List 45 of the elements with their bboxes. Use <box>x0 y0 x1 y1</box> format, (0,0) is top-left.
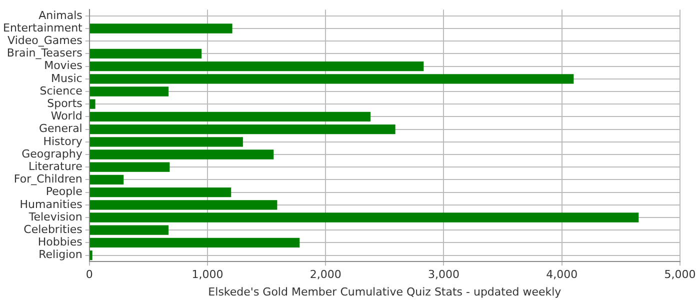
x-tick-label: 3,000 <box>428 268 460 282</box>
bar <box>90 112 371 122</box>
bar <box>90 99 96 109</box>
bar <box>90 48 202 59</box>
y-tick-label: World <box>50 110 82 123</box>
y-tick-label: Humanities <box>20 198 83 211</box>
bar <box>90 238 300 248</box>
x-axis-title: Elskede's Gold Member Cumulative Quiz Stats - updated weekly <box>208 285 562 298</box>
bar <box>90 74 574 84</box>
bar <box>90 124 396 134</box>
bar <box>90 150 274 160</box>
bar <box>90 250 92 260</box>
bar <box>90 86 169 96</box>
y-tick-label: Celebrities <box>24 222 83 236</box>
x-tick-label: 5,000 <box>664 268 696 282</box>
bar <box>90 200 278 210</box>
y-tick-label: Sports <box>47 96 83 110</box>
y-tick-label: Animals <box>38 8 83 22</box>
y-tick-label: People <box>46 185 83 198</box>
y-tick-label: Hobbies <box>38 236 83 249</box>
y-tick-label: Literature <box>28 160 83 173</box>
bar <box>90 61 424 72</box>
y-tick-label: Television <box>28 210 82 224</box>
bar <box>90 174 124 185</box>
y-tick-label: Brain_Teasers <box>6 46 83 60</box>
y-tick-label: Movies <box>44 59 83 72</box>
y-tick-label: Music <box>51 72 82 85</box>
y-tick-label: Religion <box>38 248 82 262</box>
x-tick-label: 2,000 <box>310 268 342 282</box>
y-tick-label: History <box>43 134 83 148</box>
y-tick-label: Geography <box>22 147 83 160</box>
y-tick-label: Video_Games <box>8 34 83 47</box>
y-tick-label: General <box>39 122 82 136</box>
y-tick-label: For_Children <box>14 172 82 186</box>
x-tick-label: 1,000 <box>192 268 224 282</box>
y-tick-label: Entertainment <box>3 21 84 34</box>
x-tick-label: 4,000 <box>546 268 578 282</box>
bar <box>90 24 232 34</box>
bar <box>90 212 639 222</box>
bar <box>90 137 243 147</box>
y-tick-label: Science <box>40 84 83 98</box>
x-tick-label: 0 <box>86 268 93 282</box>
bar <box>90 225 169 235</box>
bar <box>90 162 170 172</box>
bar <box>90 187 232 198</box>
